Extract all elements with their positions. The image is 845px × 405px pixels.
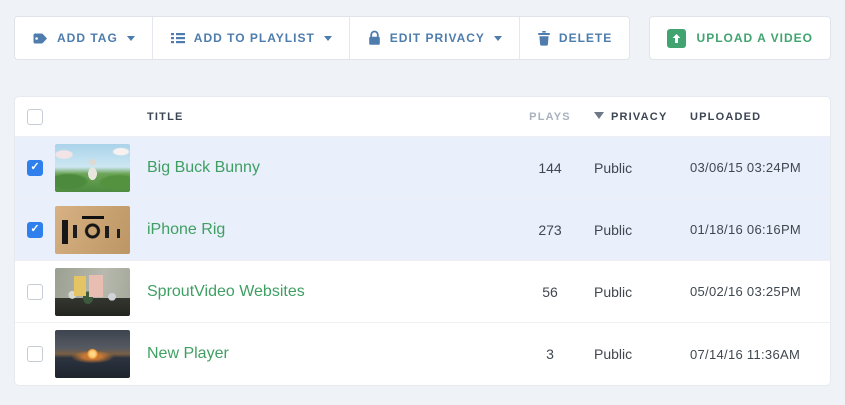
video-thumbnail[interactable] <box>55 267 130 316</box>
bulk-actions-group: ADD TAG ADD TO PLAYLIST EDIT PRIV <box>14 16 631 60</box>
privacy-cell: Public <box>594 283 633 300</box>
check-icon: ✓ <box>30 161 40 173</box>
video-thumbnail[interactable] <box>55 205 130 254</box>
edit-privacy-label: EDIT PRIVACY <box>389 31 485 45</box>
uploaded-cell: 01/18/16 06:16PM <box>690 222 802 237</box>
row-checkbox[interactable]: ✓ <box>27 221 43 238</box>
videos-table: TITLE PLAYS PRIVACY UPLOADED ✓ Big Buck B… <box>14 96 831 386</box>
row-checkbox[interactable] <box>27 346 43 362</box>
uploaded-cell: 07/14/16 11:36AM <box>690 346 801 362</box>
video-title-link[interactable]: Big Buck Bunny <box>147 158 260 176</box>
table-row: SproutVideo Websites 56 Public 05/02/16 03:… <box>15 261 830 323</box>
uploaded-cell: 03/06/15 03:24PM <box>690 160 802 175</box>
table-row: ✓ Big Buck Bunny 144 Public 03/06/15 03:24PM <box>15 137 830 199</box>
video-title-link[interactable]: New Player <box>147 345 229 362</box>
video-thumbnail[interactable] <box>55 330 130 378</box>
column-header-title[interactable]: TITLE <box>147 110 184 123</box>
select-all-checkbox[interactable] <box>27 108 43 125</box>
video-thumbnail[interactable] <box>55 143 130 192</box>
add-tag-label: ADD TAG <box>57 31 118 45</box>
edit-privacy-button[interactable]: EDIT PRIVACY <box>348 17 519 59</box>
plays-cell: 144 <box>538 159 562 176</box>
plays-cell: 56 <box>542 283 558 300</box>
tag-icon <box>32 31 49 46</box>
add-to-playlist-button[interactable]: ADD TO PLAYLIST <box>151 17 349 59</box>
row-checkbox[interactable] <box>27 283 43 300</box>
plays-cell: 3 <box>546 346 554 362</box>
toolbar: ADD TAG ADD TO PLAYLIST EDIT PRIV <box>14 16 831 60</box>
check-icon: ✓ <box>30 223 40 235</box>
chevron-down-icon <box>323 35 332 41</box>
upload-a-video-label: UPLOAD A VIDEO <box>696 31 813 45</box>
privacy-cell: Public <box>594 221 633 238</box>
column-header-plays[interactable]: PLAYS <box>529 110 571 123</box>
add-tag-button[interactable]: ADD TAG <box>15 17 152 59</box>
video-title-link[interactable]: iPhone Rig <box>147 220 226 238</box>
trash-icon <box>537 30 551 46</box>
table-body: ✓ Big Buck Bunny 144 Public 03/06/15 03:24PM… <box>15 137 830 385</box>
table-row: New Player 3 Public 07/14/16 11:36AM <box>15 323 830 385</box>
sort-desc-icon <box>594 111 604 119</box>
chevron-down-icon <box>126 35 135 41</box>
add-to-playlist-label: ADD TO PLAYLIST <box>193 31 315 45</box>
chevron-down-icon <box>493 35 502 41</box>
column-header-uploaded[interactable]: UPLOADED <box>690 110 762 123</box>
upload-arrow-icon <box>666 28 686 48</box>
table-header-row: TITLE PLAYS PRIVACY UPLOADED <box>15 97 830 137</box>
privacy-cell: Public <box>594 159 633 176</box>
privacy-cell: Public <box>594 346 633 362</box>
column-header-privacy[interactable]: PRIVACY <box>594 111 690 123</box>
upload-a-video-button[interactable]: UPLOAD A VIDEO <box>648 16 831 60</box>
table-row: ✓ iPhone Rig 273 Public 01/18/16 06:16PM <box>15 199 830 261</box>
delete-label: DELETE <box>558 31 613 45</box>
video-title-link[interactable]: SproutVideo Websites <box>147 282 305 300</box>
plays-cell: 273 <box>538 221 562 238</box>
uploaded-cell: 05/02/16 03:25PM <box>690 284 802 299</box>
lock-icon <box>367 30 382 46</box>
delete-button[interactable]: DELETE <box>518 17 630 59</box>
list-icon <box>170 31 186 45</box>
row-checkbox[interactable]: ✓ <box>27 159 43 176</box>
